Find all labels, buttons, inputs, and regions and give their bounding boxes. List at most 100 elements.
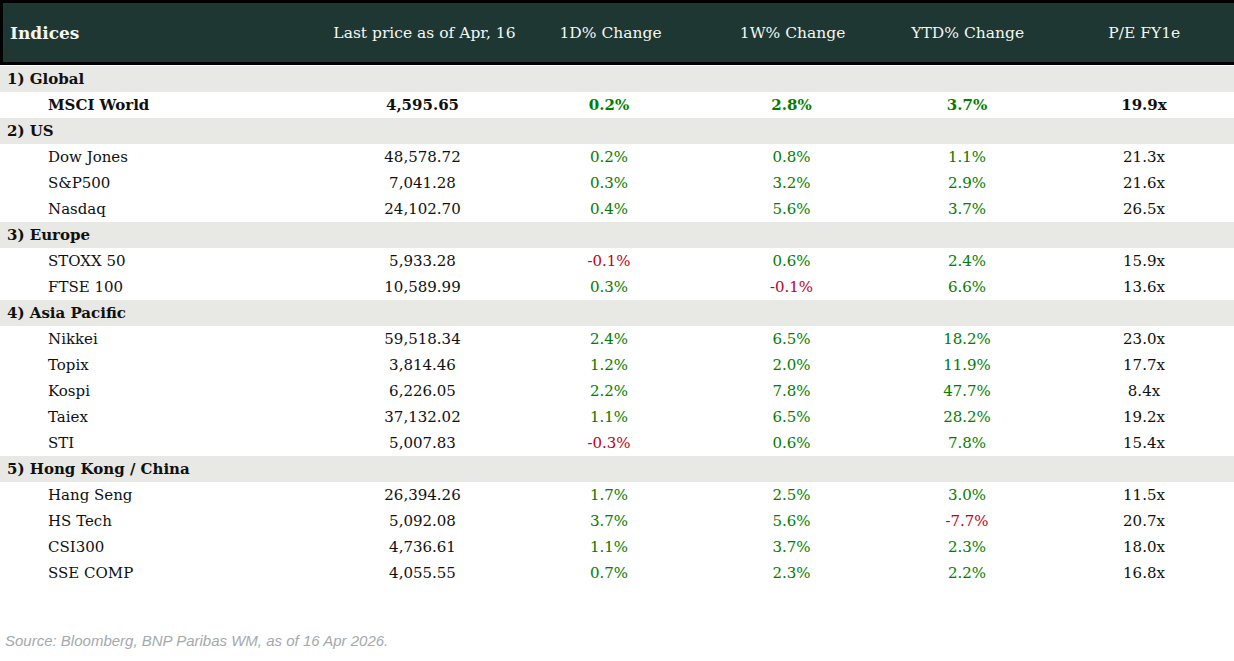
change-ytd: 11.9% xyxy=(880,352,1054,378)
pe-ratio: 21.3x xyxy=(1054,144,1234,170)
change-1w: 6.5% xyxy=(703,326,880,352)
change-ytd: 47.7% xyxy=(880,378,1054,404)
section-label: 1) Global xyxy=(0,66,84,92)
index-name: S&P500 xyxy=(0,170,330,196)
change-1d: 3.7% xyxy=(515,508,703,534)
index-name: HS Tech xyxy=(0,508,330,534)
index-name: CSI300 xyxy=(0,534,330,560)
last-price: 6,226.05 xyxy=(330,378,515,404)
table-header-row: Indices Last price as of Apr, 16 1D% Cha… xyxy=(0,0,1234,65)
column-header-1d-change: 1D% Change xyxy=(517,24,705,42)
pe-ratio: 23.0x xyxy=(1054,326,1234,352)
index-name: STI xyxy=(0,430,330,456)
table-row: Nasdaq24,102.700.4%5.6%3.7%26.5x xyxy=(0,196,1234,222)
table-row: STI5,007.83-0.3%0.6%7.8%15.4x xyxy=(0,430,1234,456)
change-1w: 2.5% xyxy=(703,482,880,508)
change-1d: 2.4% xyxy=(515,326,703,352)
change-1w: 0.6% xyxy=(703,248,880,274)
section-row: 3) Europe xyxy=(0,222,1234,248)
change-ytd: 7.8% xyxy=(880,430,1054,456)
pe-ratio: 21.6x xyxy=(1054,170,1234,196)
table-row: CSI3004,736.611.1%3.7%2.3%18.0x xyxy=(0,534,1234,560)
last-price: 5,007.83 xyxy=(330,430,515,456)
change-1d: 1.7% xyxy=(515,482,703,508)
index-name: Nikkei xyxy=(0,326,330,352)
index-name: Nasdaq xyxy=(0,196,330,222)
change-ytd: 28.2% xyxy=(880,404,1054,430)
table-row: Topix3,814.461.2%2.0%11.9%17.7x xyxy=(0,352,1234,378)
index-name: FTSE 100 xyxy=(0,274,330,300)
change-1d: 1.2% xyxy=(515,352,703,378)
table-row: Hang Seng26,394.261.7%2.5%3.0%11.5x xyxy=(0,482,1234,508)
change-1w: 2.0% xyxy=(703,352,880,378)
change-ytd: 3.0% xyxy=(880,482,1054,508)
last-price: 26,394.26 xyxy=(330,482,515,508)
last-price: 10,589.99 xyxy=(330,274,515,300)
change-1d: 1.1% xyxy=(515,404,703,430)
change-ytd: 3.7% xyxy=(880,196,1054,222)
change-1d: 0.2% xyxy=(515,144,703,170)
index-name: SSE COMP xyxy=(0,560,330,586)
table-row: STOXX 505,933.28-0.1%0.6%2.4%15.9x xyxy=(0,248,1234,274)
table-row: Dow Jones48,578.720.2%0.8%1.1%21.3x xyxy=(0,144,1234,170)
pe-ratio: 8.4x xyxy=(1054,378,1234,404)
last-price: 4,736.61 xyxy=(330,534,515,560)
change-ytd: 3.7% xyxy=(880,92,1054,118)
index-name: Topix xyxy=(0,352,330,378)
change-1w: 5.6% xyxy=(703,508,880,534)
change-ytd: 2.3% xyxy=(880,534,1054,560)
last-price: 59,518.34 xyxy=(330,326,515,352)
last-price: 24,102.70 xyxy=(330,196,515,222)
change-1w: 5.6% xyxy=(703,196,880,222)
pe-ratio: 17.7x xyxy=(1054,352,1234,378)
pe-ratio: 19.9x xyxy=(1054,92,1234,118)
change-1w: 0.8% xyxy=(703,144,880,170)
change-1w: 6.5% xyxy=(703,404,880,430)
section-row: 5) Hong Kong / China xyxy=(0,456,1234,482)
pe-ratio: 20.7x xyxy=(1054,508,1234,534)
change-1d: 0.3% xyxy=(515,170,703,196)
column-header-1w-change: 1W% Change xyxy=(704,24,881,42)
column-header-last-price: Last price as of Apr, 16 xyxy=(332,24,517,42)
pe-ratio: 18.0x xyxy=(1054,534,1234,560)
change-1d: 2.2% xyxy=(515,378,703,404)
change-1d: -0.3% xyxy=(515,430,703,456)
change-1d: 0.7% xyxy=(515,560,703,586)
section-row: 1) Global xyxy=(0,66,1234,92)
pe-ratio: 15.9x xyxy=(1054,248,1234,274)
change-1d: 1.1% xyxy=(515,534,703,560)
index-name: Taiex xyxy=(0,404,330,430)
source-note: Source: Bloomberg, BNP Paribas WM, as of… xyxy=(5,632,388,649)
change-1d: -0.1% xyxy=(515,248,703,274)
column-header-ytd-change: YTD% Change xyxy=(881,24,1055,42)
section-label: 5) Hong Kong / China xyxy=(0,456,190,482)
table-row: FTSE 10010,589.990.3%-0.1%6.6%13.6x xyxy=(0,274,1234,300)
change-1d: 0.2% xyxy=(515,92,703,118)
change-ytd: 2.4% xyxy=(880,248,1054,274)
table-row: Taiex37,132.021.1%6.5%28.2%19.2x xyxy=(0,404,1234,430)
change-1w: 2.8% xyxy=(703,92,880,118)
index-name: Hang Seng xyxy=(0,482,330,508)
index-name: Kospi xyxy=(0,378,330,404)
last-price: 4,595.65 xyxy=(330,92,515,118)
table-row: Nikkei59,518.342.4%6.5%18.2%23.0x xyxy=(0,326,1234,352)
index-name: MSCI World xyxy=(0,92,330,118)
column-header-pe-fy1e: P/E FY1e xyxy=(1054,24,1234,42)
pe-ratio: 26.5x xyxy=(1054,196,1234,222)
table-body: 1) GlobalMSCI World4,595.650.2%2.8%3.7%1… xyxy=(0,66,1234,586)
change-ytd: -7.7% xyxy=(880,508,1054,534)
table-row: Kospi6,226.052.2%7.8%47.7%8.4x xyxy=(0,378,1234,404)
change-1w: 3.2% xyxy=(703,170,880,196)
last-price: 5,933.28 xyxy=(330,248,515,274)
change-ytd: 1.1% xyxy=(880,144,1054,170)
last-price: 4,055.55 xyxy=(330,560,515,586)
pe-ratio: 11.5x xyxy=(1054,482,1234,508)
last-price: 3,814.46 xyxy=(330,352,515,378)
change-1w: 0.6% xyxy=(703,430,880,456)
index-name: STOXX 50 xyxy=(0,248,330,274)
change-1w: 2.3% xyxy=(703,560,880,586)
index-name: Dow Jones xyxy=(0,144,330,170)
change-1d: 0.3% xyxy=(515,274,703,300)
change-ytd: 2.9% xyxy=(880,170,1054,196)
section-label: 2) US xyxy=(0,118,54,144)
